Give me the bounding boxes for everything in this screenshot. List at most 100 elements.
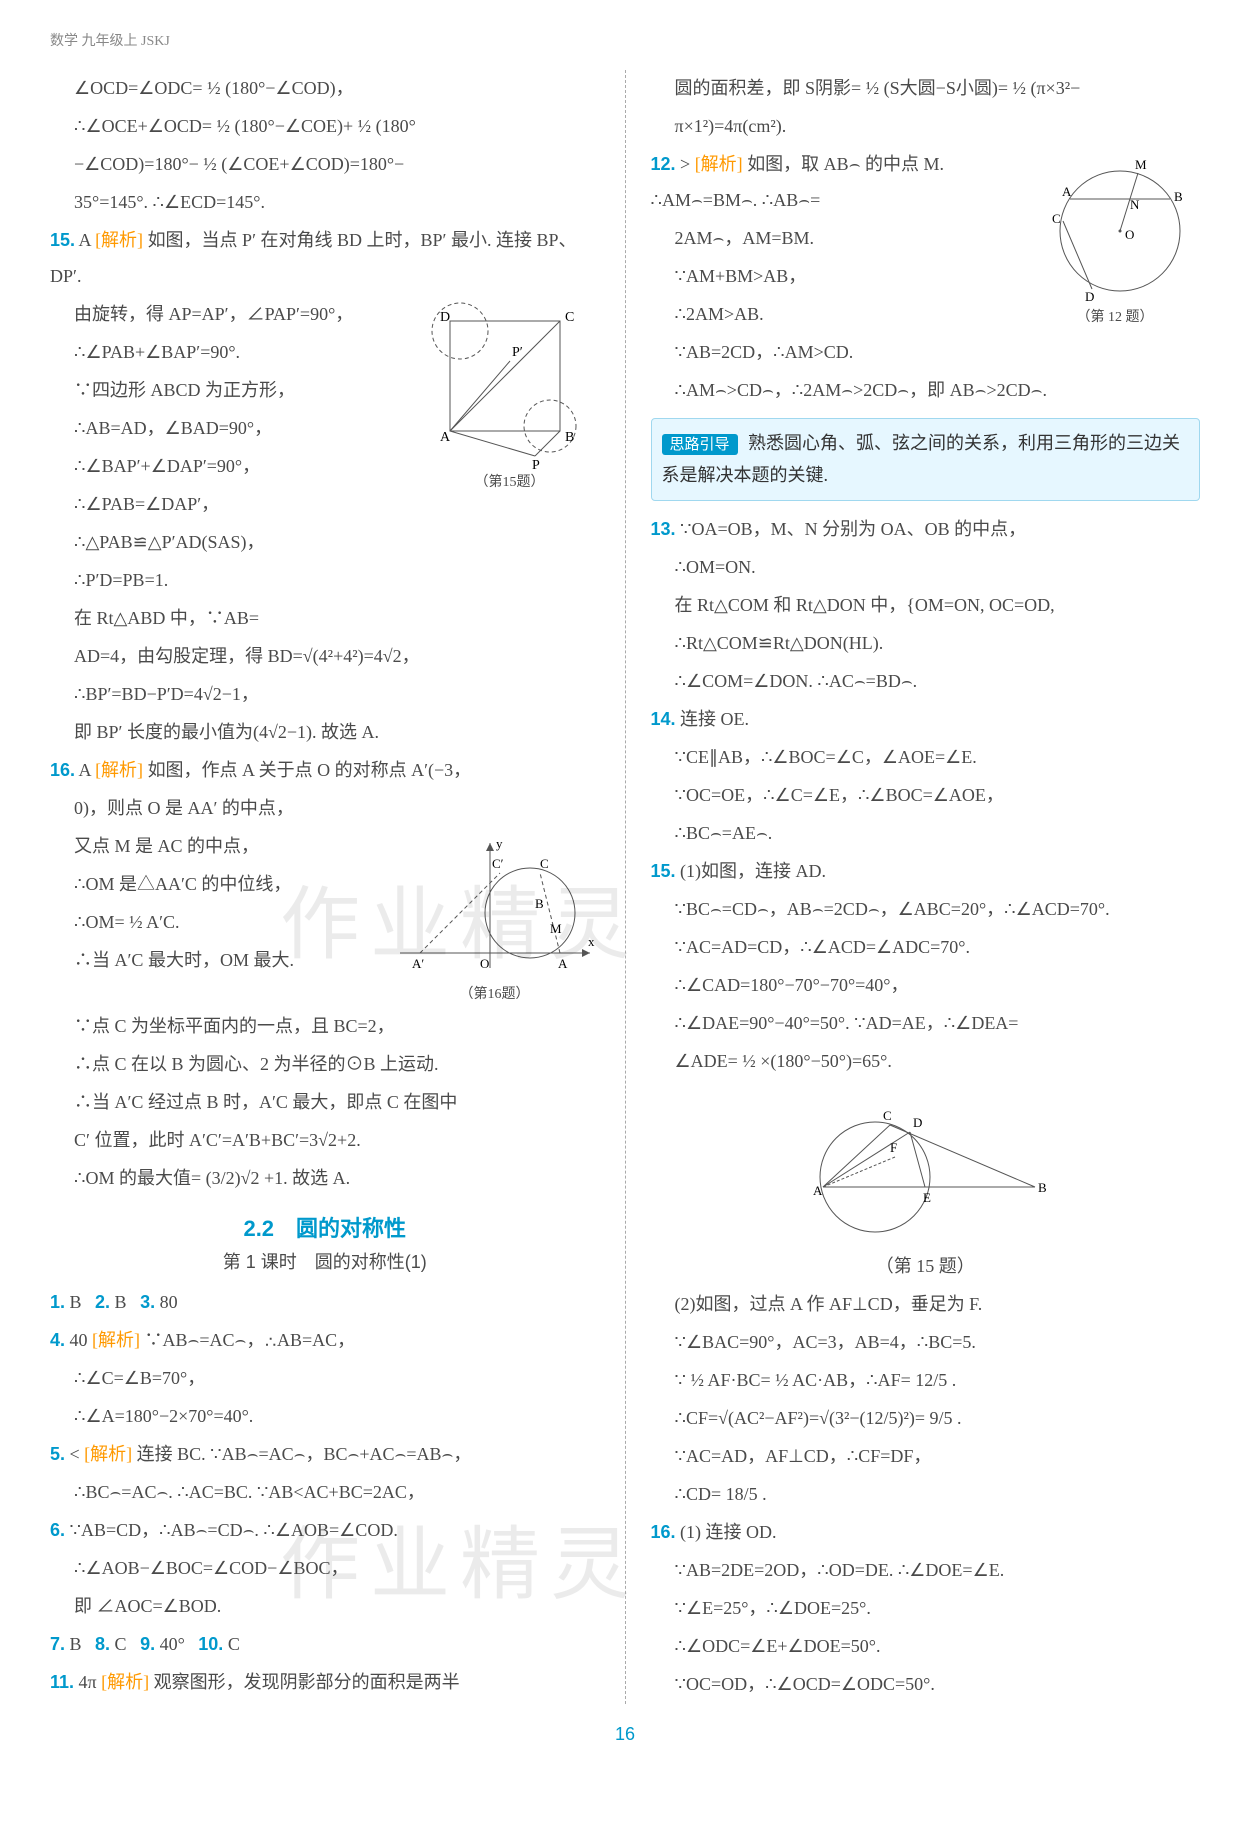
- answer: B: [70, 1634, 82, 1654]
- text-line: ∵AC=AD=CD，∴∠ACD=∠ADC=70°.: [651, 929, 1201, 965]
- text-line: 又点 M 是 AC 的中点，: [50, 828, 600, 864]
- answer: C: [115, 1634, 127, 1654]
- text-line: 圆的面积差，即 S阴影= ½ (S大圆−S小圆)= ½ (π×3²−: [651, 70, 1201, 106]
- text-line: 即 ∠AOC=∠BOD.: [50, 1588, 600, 1624]
- text-line: ∴BP′=BD−P′D=4√2−1，: [50, 676, 600, 712]
- question-number: 5.: [50, 1444, 65, 1464]
- question-number: 12.: [651, 154, 676, 174]
- answer: 40: [70, 1330, 88, 1350]
- content-columns: ∠OCD=∠ODC= ½ (180°−∠COD)， ∴∠OCE+∠OCD= ½ …: [50, 70, 1200, 1704]
- analysis-tag: [解析]: [101, 1672, 149, 1692]
- tip-label: 思路引导: [662, 434, 738, 455]
- right-column: 圆的面积差，即 S阴影= ½ (S大圆−S小圆)= ½ (π×3²− π×1²)…: [651, 70, 1201, 1704]
- text: (1)如图，连接 AD.: [680, 861, 826, 881]
- text-line: ∴P′D=PB=1.: [50, 562, 600, 598]
- svg-text:B: B: [1038, 1180, 1047, 1195]
- question-number: 6.: [50, 1520, 65, 1540]
- question-15: 15. A [解析] 如图，当点 P′ 在对角线 BD 上时，BP′ 最小. 连…: [50, 222, 600, 294]
- text-line: ∵ ½ AF·BC= ½ AC·AB，∴AF= 12/5 .: [651, 1362, 1201, 1398]
- question-number: 10.: [198, 1634, 223, 1654]
- answer: 40°: [160, 1634, 185, 1654]
- answer: A: [79, 230, 91, 250]
- question-number: 16.: [651, 1522, 676, 1542]
- text-line: ∴∠PAB=∠DAP′，: [50, 486, 600, 522]
- text-line: (2)如图，过点 A 作 AF⊥CD，垂足为 F.: [651, 1286, 1201, 1322]
- svg-text:D: D: [913, 1115, 922, 1130]
- text-line: ∴OM 是△AA′C 的中位线，: [50, 866, 600, 902]
- answer: 80: [160, 1292, 178, 1312]
- text-line: −∠COD)=180°− ½ (∠COE+∠COD)=180°−: [50, 146, 600, 182]
- text-line: ∵AC=AD，AF⊥CD，∴CF=DF，: [651, 1438, 1201, 1474]
- question-4: 4. 40 [解析] ∵AB⌢=AC⌢，∴AB=AC，: [50, 1322, 600, 1358]
- answer: C: [228, 1634, 240, 1654]
- text-line: ∵OC=OE，∴∠C=∠E，∴∠BOC=∠AOE，: [651, 777, 1201, 813]
- figure-15r-svg: A B C D E F: [795, 1087, 1055, 1247]
- answer: <: [70, 1444, 80, 1464]
- question-number: 1.: [50, 1292, 65, 1312]
- text-line: 即 BP′ 长度的最小值为(4√2−1). 故选 A.: [50, 714, 600, 750]
- answer: A: [79, 760, 91, 780]
- text-line: ∵AM+BM>AB，: [651, 258, 1201, 294]
- figure-caption: （第16题）: [390, 983, 600, 1003]
- question-number: 3.: [140, 1292, 155, 1312]
- text: 连接 BC. ∵AB⌢=AC⌢，BC⌢+AC⌢=AB⌢，: [137, 1444, 472, 1464]
- text-line: ∴当 A′C 经过点 B 时，A′C 最大，即点 C 在图中: [50, 1084, 600, 1120]
- analysis-tag: [解析]: [84, 1444, 132, 1464]
- text: ∵AB⌢=AC⌢，∴AB=AC，: [145, 1330, 356, 1350]
- question-number: 7.: [50, 1634, 65, 1654]
- text: ∵AB=CD，∴AB⌢=CD⌢. ∴∠AOB=∠COD.: [70, 1520, 398, 1540]
- text-line: ∴当 A′C 最大时，OM 最大.: [50, 942, 600, 978]
- lesson-title: 第 1 课时 圆的对称性(1): [50, 1248, 600, 1274]
- text-line: ∴∠COM=∠DON. ∴AC⌢=BD⌢.: [651, 663, 1201, 699]
- question-number: 16.: [50, 760, 75, 780]
- answer: 4π: [79, 1672, 97, 1692]
- text-line: ∴OM 的最大值= (3/2)√2 +1. 故选 A.: [50, 1160, 600, 1196]
- question-number: 15.: [50, 230, 75, 250]
- section-title: 2.2 圆的对称性: [50, 1211, 600, 1243]
- question-6: 6. ∵AB=CD，∴AB⌢=CD⌢. ∴∠AOB=∠COD.: [50, 1512, 600, 1548]
- question-number: 8.: [95, 1634, 110, 1654]
- question-number: 15.: [651, 861, 676, 881]
- text-line: ∵CE∥AB，∴∠BOC=∠C，∠AOE=∠E.: [651, 739, 1201, 775]
- question-12: 12. > [解析] 如图，取 AB⌢ 的中点 M. ∴AM⌢=BM⌢. ∴AB…: [651, 146, 1201, 218]
- answer-row: 7. B 8. C 9. 40° 10. C: [50, 1626, 600, 1662]
- text-line: ∴∠ODC=∠E+∠DOE=50°.: [651, 1628, 1201, 1664]
- text-line: ∴∠PAB+∠BAP′=90°.: [50, 334, 600, 370]
- text-line: 在 Rt△ABD 中，∵AB=: [50, 600, 600, 636]
- text-line: 由旋转，得 AP=AP′，∠PAP′=90°，: [50, 296, 600, 332]
- text-line: 在 Rt△COM 和 Rt△DON 中，{OM=ON, OC=OD,: [651, 587, 1201, 623]
- text-line: ∴AM⌢>CD⌢，∴2AM⌢>2CD⌢，即 AB⌢>2CD⌢.: [651, 372, 1201, 408]
- svg-text:E: E: [923, 1190, 931, 1205]
- text-line: ∴AB=AD，∠BAD=90°，: [50, 410, 600, 446]
- svg-text:F: F: [890, 1140, 897, 1155]
- text-line: ∠OCD=∠ODC= ½ (180°−∠COD)，: [50, 70, 600, 106]
- text-line: ∴BC⌢=AE⌢.: [651, 815, 1201, 851]
- analysis-tag: [解析]: [92, 1330, 140, 1350]
- text-line: 35°=145°. ∴∠ECD=145°.: [50, 184, 600, 220]
- text-line: ∴∠DAE=90°−40°=50°. ∵AD=AE，∴∠DEA=: [651, 1005, 1201, 1041]
- question-number: 11.: [50, 1672, 74, 1692]
- text-line: ∵点 C 为坐标平面内的一点，且 BC=2，: [50, 1008, 600, 1044]
- text: 如图，作点 A 关于点 O 的对称点 A′(−3，: [148, 760, 472, 780]
- page-number: 16: [50, 1724, 1200, 1745]
- text-line: ∴∠CAD=180°−70°−70°=40°，: [651, 967, 1201, 1003]
- question-number: 4.: [50, 1330, 65, 1350]
- figure-caption: （第 15 题）: [651, 1252, 1201, 1278]
- text-line: ∴CF=√(AC²−AF²)=√(3²−(12/5)²)= 9/5 .: [651, 1400, 1201, 1436]
- text-line: ∵OC=OD，∴∠OCD=∠ODC=50°.: [651, 1666, 1201, 1702]
- text-line: ∴∠BAP′+∠DAP′=90°，: [50, 448, 600, 484]
- text-line: ∴∠AOB−∠BOC=∠COD−∠BOC，: [50, 1550, 600, 1586]
- text-line: ∵AB=2CD，∴AM>CD.: [651, 334, 1201, 370]
- svg-text:C: C: [883, 1108, 892, 1123]
- text-line: ∵BC⌢=CD⌢，AB⌢=2CD⌢，∠ABC=20°，∴∠ACD=70°.: [651, 891, 1201, 927]
- answer: >: [680, 154, 690, 174]
- text-line: ∴△PAB≌△P′AD(SAS)，: [50, 524, 600, 560]
- svg-text:A: A: [813, 1183, 823, 1198]
- text-line: ∴OM=ON.: [651, 549, 1201, 585]
- text-line: ∴Rt△COM≌Rt△DON(HL).: [651, 625, 1201, 661]
- text-line: ∠ADE= ½ ×(180°−50°)=65°.: [651, 1043, 1201, 1079]
- text: (1) 连接 OD.: [680, 1522, 777, 1542]
- page-header: 数学 九年级上 JSKJ: [50, 30, 1200, 50]
- column-divider: [625, 70, 626, 1704]
- analysis-tag: [解析]: [95, 230, 143, 250]
